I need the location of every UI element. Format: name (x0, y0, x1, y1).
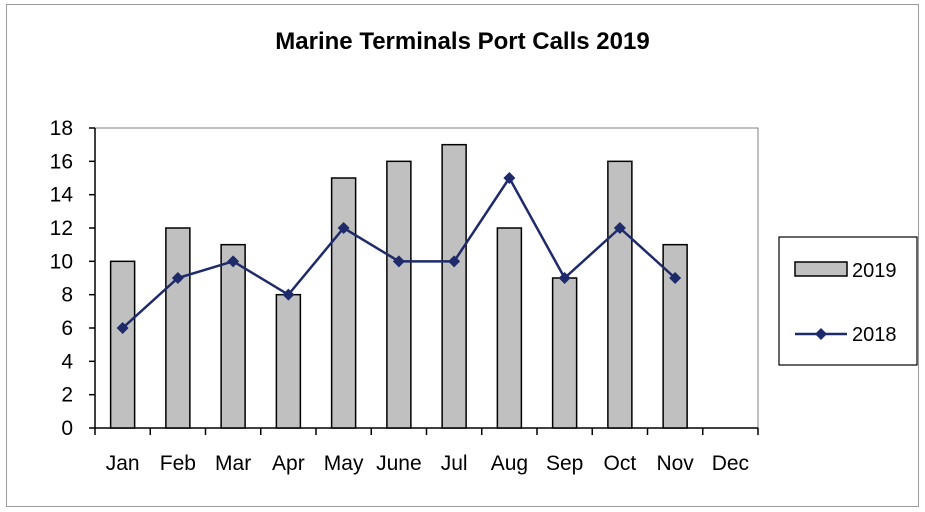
y-tick-label: 18 (50, 117, 73, 140)
x-tick-label: Aug (491, 452, 528, 475)
bar (165, 227, 191, 429)
legend-swatch-bar (794, 261, 848, 277)
y-tick-label: 2 (61, 384, 73, 407)
y-axis: 0 2 4 6 8 10 12 14 16 18 (50, 117, 96, 440)
y-tick-label: 8 (61, 284, 73, 307)
point (337, 222, 350, 234)
point (227, 255, 240, 268)
x-tick-label: Sep (546, 452, 583, 475)
x-tick-label: May (324, 452, 364, 475)
bar (607, 160, 633, 429)
y-tick-label: 14 (50, 184, 74, 207)
bar (551, 277, 578, 429)
x-tick-label: Oct (604, 452, 637, 475)
bar (220, 243, 246, 429)
chart-title: Marine Terminals Port Calls 2019 (275, 28, 650, 55)
legend-label: 2019 (852, 260, 897, 282)
point (613, 222, 626, 234)
legend-label: 2018 (852, 324, 897, 346)
point (669, 272, 682, 284)
x-tick-label: Nov (656, 452, 694, 475)
bar (496, 227, 523, 429)
point (116, 322, 129, 334)
legend-box (778, 236, 918, 366)
x-tick-label: Dec (712, 452, 749, 475)
bar (330, 177, 357, 429)
plot-area (94, 127, 759, 429)
x-tick-label: Jan (106, 452, 140, 475)
y-tick-label: 10 (50, 250, 73, 273)
bar (109, 260, 136, 429)
x-tick-label: Mar (215, 452, 251, 475)
bar (386, 160, 412, 429)
point (558, 272, 571, 284)
legend-marker (815, 328, 827, 340)
line-series (116, 172, 682, 334)
x-tick-label: June (376, 452, 422, 475)
y-tick-label: 4 (61, 350, 73, 373)
x-tick-label: Apr (272, 452, 305, 475)
bar (441, 143, 467, 429)
y-tick-label: 0 (61, 417, 73, 440)
point (448, 255, 461, 268)
point (171, 272, 184, 284)
y-tick-label: 12 (50, 217, 73, 240)
x-tick-label: Jul (441, 452, 468, 475)
bar (275, 293, 302, 429)
point (282, 288, 295, 301)
x-tick-label: Feb (160, 452, 196, 475)
point (503, 172, 516, 184)
y-tick-label: 16 (50, 150, 73, 173)
plot-border (94, 127, 759, 429)
x-axis: Jan Feb Mar Apr May June Jul Aug Sep Oct Nov Dec (94, 427, 759, 475)
legend: 2019 2018 (778, 236, 918, 366)
point (392, 255, 405, 268)
y-tick-label: 6 (61, 317, 73, 340)
